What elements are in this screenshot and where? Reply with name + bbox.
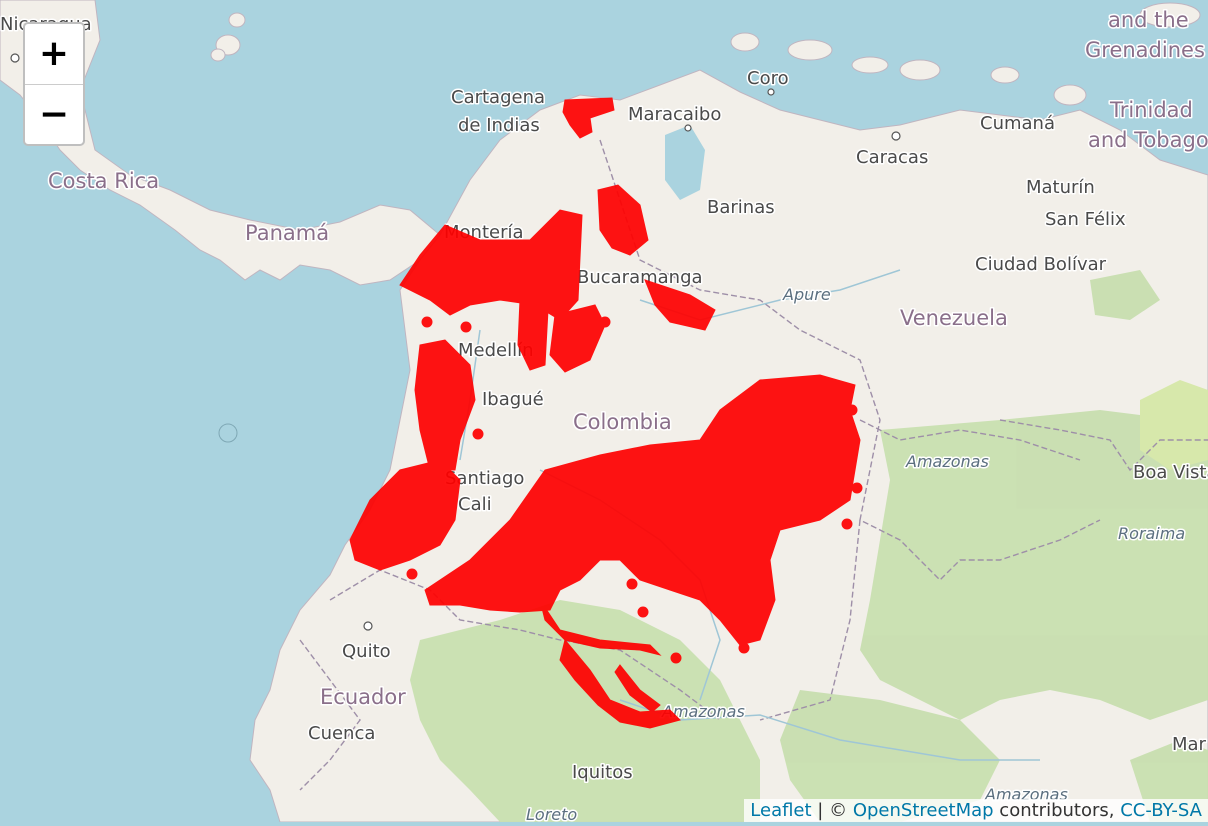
- label-cuenca: Cuenca: [308, 723, 375, 744]
- points-cluster-north: [399, 209, 583, 321]
- point-dot: [421, 316, 433, 328]
- label-coro: Coro: [747, 68, 789, 89]
- point-dot: [406, 568, 418, 580]
- label-venezuela: Venezuela: [900, 306, 1008, 330]
- osm-link[interactable]: OpenStreetMap: [852, 800, 994, 821]
- label-caracas: Caracas: [856, 147, 928, 168]
- points-cluster-amazon: [424, 374, 861, 646]
- label-cartagena-2: de Indias: [458, 115, 540, 136]
- points-chain-putumayo: [539, 599, 662, 656]
- label-ciudad-bolivar: Ciudad Bolívar: [975, 254, 1107, 275]
- label-cartagena-1: Cartagena: [451, 87, 545, 108]
- label-trinidad-2: and Tobago: [1088, 128, 1208, 152]
- point-dot: [472, 428, 484, 440]
- label-amazonas-1: Amazonas: [905, 452, 989, 471]
- label-cali: Cali: [458, 494, 492, 515]
- point-dot: [626, 578, 638, 590]
- point-dot: [460, 321, 472, 333]
- label-grenadines-2: Grenadines: [1085, 38, 1205, 62]
- label-colombia: Colombia: [573, 410, 672, 434]
- point-dot: [599, 316, 611, 328]
- points-cluster-cesar: [597, 184, 649, 256]
- points-chain-loop: [614, 664, 661, 713]
- label-amazonas-2: Amazonas: [661, 702, 745, 721]
- label-costa-rica: Costa Rica: [48, 169, 159, 193]
- license-link[interactable]: CC-BY-SA: [1120, 800, 1202, 821]
- points-cluster-pacific: [349, 459, 461, 571]
- point-dot: [578, 346, 590, 358]
- point-dot: [841, 518, 853, 530]
- point-dot: [670, 652, 682, 664]
- points-cluster-arauca: [644, 279, 716, 331]
- city-marker-coro: [767, 88, 775, 96]
- city-markers: [10, 53, 901, 631]
- label-bucaramanga: Bucaramanga: [577, 267, 703, 288]
- point-dot: [846, 404, 858, 416]
- label-apure: Apure: [782, 285, 831, 304]
- point-dot: [738, 642, 750, 654]
- attribution-separator: | ©: [811, 800, 853, 821]
- zoom-control: + −: [23, 22, 85, 146]
- label-roraima: Roraima: [1118, 524, 1185, 543]
- label-boa-vista: Boa Vista: [1133, 462, 1208, 483]
- attribution-contributors: contributors,: [993, 800, 1121, 821]
- city-marker-quito: [363, 621, 373, 631]
- lake-maracaibo: [665, 125, 705, 200]
- label-maracaibo: Maracaibo: [628, 104, 721, 125]
- label-maturin: Maturín: [1026, 177, 1095, 198]
- point-dot: [637, 606, 649, 618]
- city-marker-managua: [10, 53, 20, 63]
- label-grenadines-1: and the: [1108, 8, 1189, 32]
- points-cluster-magdalena-medio: [549, 304, 606, 373]
- leaflet-link[interactable]: Leaflet: [750, 800, 812, 821]
- label-barinas: Barinas: [707, 197, 775, 218]
- point-dot: [851, 482, 863, 494]
- label-trinidad-1: Trinidad: [1109, 98, 1193, 122]
- label-ibague: Ibagué: [482, 389, 544, 410]
- borders: [299, 139, 1208, 791]
- zoom-out-button[interactable]: −: [38, 94, 70, 135]
- city-marker-caracas: [891, 131, 901, 141]
- label-loreto: Loreto: [526, 805, 577, 822]
- attribution-bar: Leaflet | © OpenStreetMap contributors, …: [744, 799, 1208, 822]
- points-chain-amazon-river: [559, 638, 681, 729]
- label-iquitos: Iquitos: [572, 762, 633, 783]
- points-cluster-choco: [414, 339, 476, 471]
- points-cluster-guajira: [562, 97, 615, 139]
- label-manaus-partial: Mar: [1172, 734, 1207, 755]
- city-marker-maracaibo: [684, 124, 692, 132]
- points-cluster-antioquia: [517, 299, 549, 371]
- label-panama: Panamá: [245, 221, 329, 245]
- label-quito: Quito: [342, 641, 391, 662]
- label-cumana: Cumaná: [980, 113, 1055, 134]
- label-ecuador: Ecuador: [320, 685, 406, 709]
- label-san-felix: San Félix: [1045, 209, 1126, 230]
- zoom-in-button[interactable]: +: [25, 24, 83, 85]
- data-points-layer: [349, 97, 863, 729]
